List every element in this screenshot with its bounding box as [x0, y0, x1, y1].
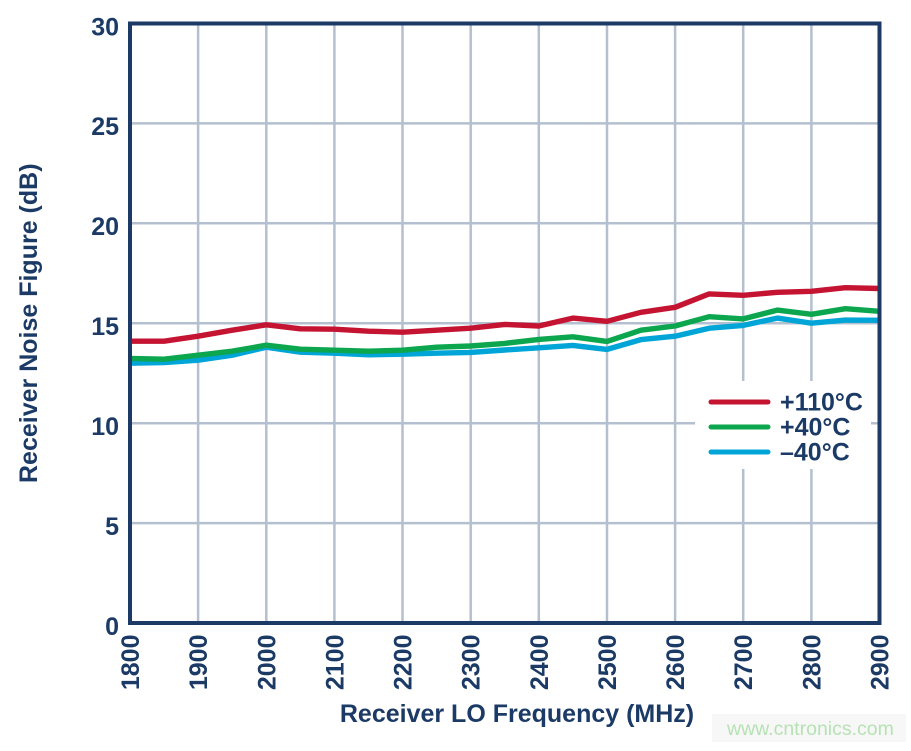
svg-text:2200: 2200	[390, 635, 418, 691]
svg-text:30: 30	[91, 13, 119, 41]
svg-text:www.cntronics.com: www.cntronics.com	[726, 718, 894, 740]
svg-text:2600: 2600	[662, 635, 690, 691]
svg-text:2700: 2700	[730, 635, 758, 691]
svg-text:0: 0	[105, 613, 119, 641]
svg-text:2300: 2300	[458, 635, 486, 691]
svg-text:+40°C: +40°C	[780, 414, 850, 442]
svg-text:2900: 2900	[867, 635, 895, 691]
svg-text:Receiver Noise Figure (dB): Receiver Noise Figure (dB)	[15, 163, 43, 483]
svg-text:2000: 2000	[253, 635, 281, 691]
svg-text:1800: 1800	[117, 635, 145, 691]
svg-text:+110°C: +110°C	[780, 389, 863, 417]
svg-text:2100: 2100	[321, 635, 349, 691]
svg-text:20: 20	[91, 213, 119, 241]
svg-text:2500: 2500	[594, 635, 622, 691]
svg-text:2400: 2400	[526, 635, 554, 691]
svg-text:25: 25	[91, 113, 119, 141]
svg-text:–40°C: –40°C	[780, 439, 850, 467]
svg-text:1900: 1900	[185, 635, 213, 691]
svg-text:5: 5	[105, 513, 119, 541]
svg-text:2800: 2800	[798, 635, 826, 691]
svg-text:Receiver LO Frequency (MHz): Receiver LO Frequency (MHz)	[340, 700, 694, 728]
svg-text:10: 10	[91, 413, 119, 441]
svg-text:15: 15	[91, 313, 119, 341]
